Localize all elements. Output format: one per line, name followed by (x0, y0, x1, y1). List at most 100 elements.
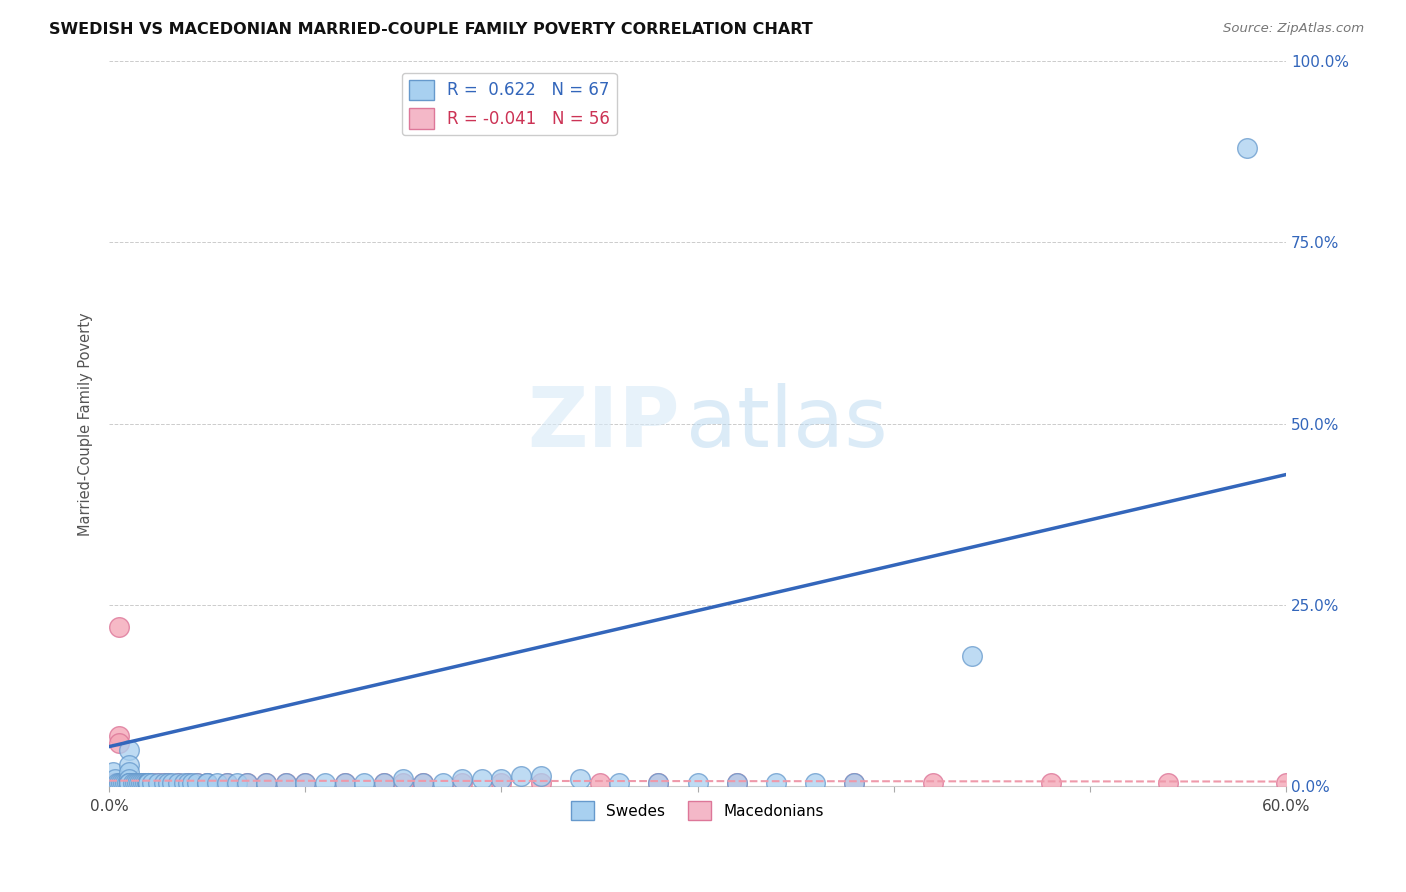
Point (108, 736, 131, 750)
Point (333, 776, 356, 790)
Point (588, 776, 610, 790)
Point (530, 776, 553, 790)
Point (1039, 776, 1062, 790)
Point (138, 776, 160, 790)
Legend: Swedes, Macedonians: Swedes, Macedonians (565, 795, 830, 826)
Point (235, 776, 257, 790)
Point (180, 776, 202, 790)
Point (725, 776, 748, 790)
Point (274, 776, 297, 790)
Point (568, 772, 591, 787)
Point (115, 776, 138, 790)
Point (138, 776, 160, 790)
Point (148, 776, 170, 790)
Point (254, 776, 277, 790)
Point (124, 776, 146, 790)
Point (186, 776, 208, 790)
Point (111, 776, 134, 790)
Point (118, 776, 141, 790)
Point (135, 776, 157, 790)
Point (160, 776, 183, 790)
Point (215, 776, 238, 790)
Point (108, 776, 131, 790)
Point (647, 776, 669, 790)
Point (195, 776, 218, 790)
Point (225, 776, 247, 790)
Point (100, 776, 122, 790)
Point (451, 776, 474, 790)
Point (167, 776, 190, 790)
Point (138, 776, 160, 790)
Point (186, 776, 208, 790)
Point (765, 776, 787, 790)
Point (215, 776, 238, 790)
Point (134, 776, 156, 790)
Point (128, 776, 150, 790)
Point (101, 776, 124, 790)
Point (108, 729, 131, 743)
Text: atlas: atlas (686, 384, 887, 465)
Point (373, 776, 395, 790)
Point (1157, 776, 1180, 790)
Point (121, 776, 143, 790)
Point (205, 776, 228, 790)
Point (110, 776, 132, 790)
Point (173, 776, 195, 790)
Y-axis label: Married-Couple Family Poverty: Married-Couple Family Poverty (79, 312, 93, 535)
Point (294, 776, 316, 790)
Point (607, 776, 630, 790)
Point (195, 776, 218, 790)
Point (294, 776, 316, 790)
Point (138, 776, 160, 790)
Point (176, 776, 198, 790)
Point (195, 776, 218, 790)
Point (128, 776, 150, 790)
Point (114, 776, 136, 790)
Point (153, 776, 176, 790)
Point (148, 776, 170, 790)
Point (124, 776, 146, 790)
Point (392, 776, 415, 790)
Point (844, 776, 866, 790)
Point (353, 776, 375, 790)
Point (412, 776, 434, 790)
Point (121, 776, 143, 790)
Point (235, 776, 257, 790)
Point (104, 776, 127, 790)
Point (105, 776, 128, 790)
Point (105, 776, 128, 790)
Point (118, 743, 141, 757)
Point (108, 776, 131, 790)
Point (1236, 141, 1258, 155)
Point (530, 769, 553, 783)
Point (804, 776, 827, 790)
Point (101, 764, 124, 779)
Point (960, 648, 983, 663)
Point (157, 776, 180, 790)
Point (108, 776, 131, 790)
Point (157, 776, 180, 790)
Point (153, 776, 176, 790)
Point (104, 772, 127, 787)
Point (844, 776, 866, 790)
Point (373, 776, 395, 790)
Point (141, 776, 163, 790)
Point (118, 764, 141, 779)
Point (131, 776, 153, 790)
Point (176, 776, 198, 790)
Point (118, 776, 141, 790)
Point (333, 776, 356, 790)
Text: SWEDISH VS MACEDONIAN MARRIED-COUPLE FAMILY POVERTY CORRELATION CHART: SWEDISH VS MACEDONIAN MARRIED-COUPLE FAM… (49, 22, 813, 37)
Point (491, 776, 513, 790)
Point (114, 776, 136, 790)
Point (125, 776, 148, 790)
Point (118, 776, 141, 790)
Point (274, 776, 297, 790)
Point (412, 776, 434, 790)
Point (1275, 776, 1298, 790)
Point (118, 776, 141, 790)
Point (118, 776, 141, 790)
Point (108, 776, 131, 790)
Point (471, 772, 494, 787)
Point (138, 776, 160, 790)
